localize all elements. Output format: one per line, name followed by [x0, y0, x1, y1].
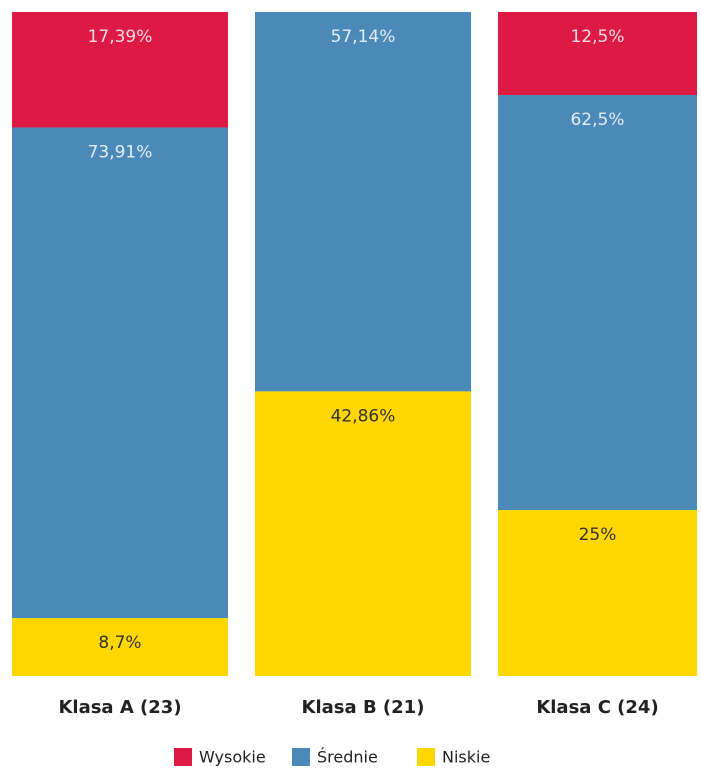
legend-swatch: [417, 748, 435, 766]
value-label: 42,86%: [331, 406, 396, 426]
x-tick-label: Klasa B (21): [302, 697, 425, 718]
bar-segment: [498, 95, 697, 510]
value-label: 57,14%: [331, 27, 396, 47]
bar-segment: [498, 510, 697, 676]
bar-segment: [498, 12, 697, 95]
value-label: 17,39%: [88, 27, 153, 47]
legend-label: Wysokie: [199, 748, 266, 767]
bar-segment: [12, 618, 228, 676]
value-label: 25%: [579, 525, 617, 545]
bar-segment: [12, 12, 228, 128]
bar-segment: [255, 12, 471, 392]
legend-label: Niskie: [442, 748, 490, 767]
x-tick-label: Klasa A (23): [58, 697, 181, 718]
bar-segment: [12, 127, 228, 619]
legend-swatch: [292, 748, 310, 766]
x-tick-label: Klasa C (24): [536, 697, 658, 718]
legend-swatch: [174, 748, 192, 766]
value-label: 12,5%: [570, 27, 624, 47]
legend-label: Średnie: [317, 748, 378, 767]
value-label: 73,91%: [88, 142, 153, 162]
bar-segment: [255, 391, 471, 676]
value-label: 8,7%: [98, 633, 141, 653]
value-label: 62,5%: [570, 110, 624, 130]
